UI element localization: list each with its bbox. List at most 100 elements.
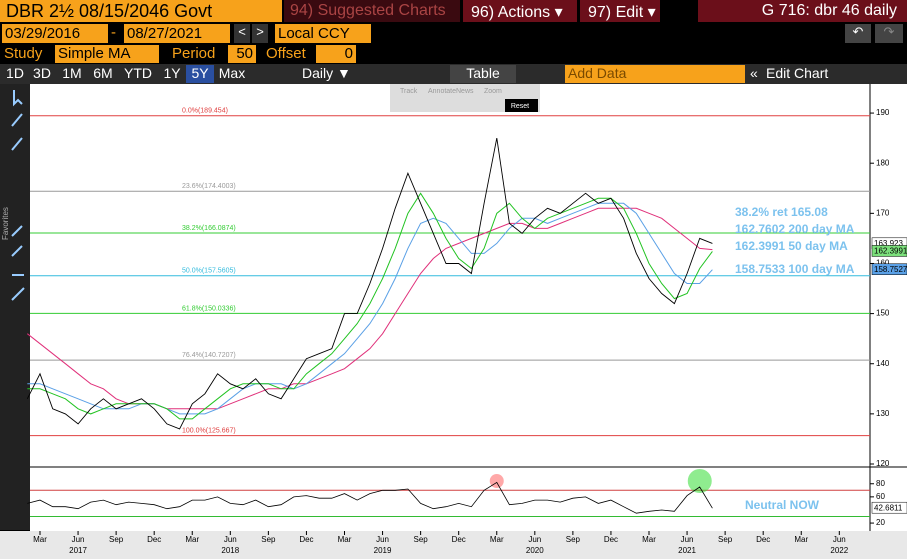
reset-button (505, 99, 538, 112)
y-tick-label: 150 (876, 309, 890, 318)
x-tick-label: Sep (566, 535, 581, 544)
date-from[interactable]: 03/29/2016 (2, 24, 108, 43)
x-tick-label: Sep (718, 535, 733, 544)
data-line (26, 138, 713, 430)
study-select[interactable]: Simple MA (55, 45, 159, 63)
data-line (27, 192, 713, 420)
fib-label: 23.6%(174.4003) (182, 183, 236, 190)
x-tick-label: Jun (833, 535, 846, 544)
next-button[interactable]: > (252, 24, 268, 43)
x-tick-label: Mar (794, 535, 808, 544)
x-tick-label: Dec (147, 535, 161, 544)
plot-bg (30, 84, 907, 531)
tool-button[interactable]: Zoom (484, 88, 502, 95)
frequency[interactable]: Daily ▼ (302, 65, 351, 81)
x-tick-label: Jun (376, 535, 389, 544)
y-tick-label: 170 (876, 208, 890, 217)
back-button[interactable]: ↶ (845, 24, 871, 43)
x-tick-label: Sep (261, 535, 276, 544)
range-button[interactable]: YTD (124, 65, 152, 81)
y-tick-label: 140 (876, 359, 890, 368)
year-label: 2019 (374, 546, 392, 555)
value-tag-label: 162.3991 (874, 247, 907, 256)
period-input[interactable]: 50 (228, 45, 256, 63)
x-tick-label: Mar (338, 535, 352, 544)
year-label: 2022 (830, 546, 848, 555)
x-tick-label: Jun (528, 535, 541, 544)
tool-button[interactable]: Annotate (428, 88, 456, 95)
y-tick-label: 160 (876, 259, 890, 268)
value-tag-label: 158.7527 (874, 265, 907, 274)
fib-label: 50.0%(157.5605) (182, 268, 236, 275)
actions-menu[interactable]: 96) Actions ▾ (463, 0, 577, 22)
tool-icons (11, 90, 25, 301)
x-tick-label: Dec (756, 535, 770, 544)
table-button[interactable]: Table (450, 65, 516, 83)
x-tick-label: Mar (642, 535, 656, 544)
collapse-icon[interactable]: « (750, 65, 758, 81)
y-tick-label: 190 (876, 108, 890, 117)
fib-label: 38.2%(166.0874) (182, 225, 236, 232)
y-tick-label: 130 (876, 409, 890, 418)
year-label: 2020 (526, 546, 544, 555)
fib-label: 0.0%(189.454) (182, 108, 228, 115)
fib-label: 100.0%(125.667) (182, 427, 236, 434)
x-tick-label: Dec (604, 535, 618, 544)
year-label: 2017 (69, 546, 87, 555)
date-separator: - (111, 24, 116, 41)
highlight (687, 469, 712, 493)
value-tag-label: 42.6811 (874, 503, 903, 512)
range-button[interactable]: Max (218, 65, 246, 81)
x-tick-label: Dec (452, 535, 466, 544)
annotation: 162.7602 200 day MA (735, 222, 855, 236)
x-tick-label: Dec (299, 535, 313, 544)
range-button[interactable]: 1D (6, 65, 24, 81)
range-button[interactable]: 1M (62, 65, 82, 81)
edit-menu[interactable]: 97) Edit ▾ (580, 0, 660, 22)
value-tag (871, 245, 907, 257)
x-tick-label: Jun (224, 535, 237, 544)
y-tick-label: 80 (876, 479, 885, 488)
x-tick-label: Mar (185, 535, 199, 544)
study-label: Study (4, 45, 43, 62)
fib-label: 61.8%(150.0336) (182, 305, 236, 312)
tool-strip (0, 84, 30, 530)
currency[interactable]: Local CCY (275, 24, 371, 43)
range-buttons: 1D 3D 1M 6M YTD 1Y 5Y Max (0, 64, 300, 84)
date-to[interactable]: 08/27/2021 (124, 24, 230, 43)
x-tick-label: Jun (72, 535, 85, 544)
fib-label: 76.4%(140.7207) (182, 352, 236, 359)
x-axis-bg (0, 531, 907, 559)
x-tick-label: Sep (109, 535, 124, 544)
range-button[interactable]: 1Y (163, 65, 181, 81)
tool-button[interactable]: News (456, 88, 474, 95)
add-data[interactable]: Add Data (565, 65, 745, 83)
year-label: 2021 (678, 546, 696, 555)
data-line (27, 481, 713, 514)
x-tick-label: Sep (414, 535, 429, 544)
offset-label: Offset (266, 45, 306, 62)
period-label: Period (172, 45, 216, 62)
ticker[interactable]: DBR 2½ 08/15/2046 Govt (0, 0, 282, 22)
annotation: 158.7533 100 day MA (735, 262, 855, 276)
range-button[interactable]: 3D (33, 65, 51, 81)
range-button[interactable]: 6M (93, 65, 113, 81)
suggested-charts[interactable]: 94) Suggested Charts (284, 0, 460, 22)
prev-button[interactable]: < (234, 24, 250, 43)
x-tick-label: Jun (681, 535, 694, 544)
y-tick-label: 60 (876, 492, 885, 501)
reset-label[interactable]: Reset (511, 103, 529, 110)
annotation: 38.2% ret 165.08 (735, 205, 828, 219)
forward-button[interactable]: ↷ (875, 24, 903, 43)
tool-button[interactable]: Track (400, 88, 418, 95)
y-tick-label: 120 (876, 459, 890, 468)
range-button[interactable]: 5Y (186, 65, 214, 83)
edit-chart[interactable]: Edit Chart (766, 65, 829, 81)
x-tick-label: Mar (490, 535, 504, 544)
offset-input[interactable]: 0 (316, 45, 356, 63)
chart: Track Annotate News Zoom Reset 120 130 140 150 1… (0, 84, 907, 559)
x-tick-label: Mar (33, 535, 47, 544)
value-tag (871, 263, 907, 275)
y-tick-label: 20 (876, 518, 885, 527)
